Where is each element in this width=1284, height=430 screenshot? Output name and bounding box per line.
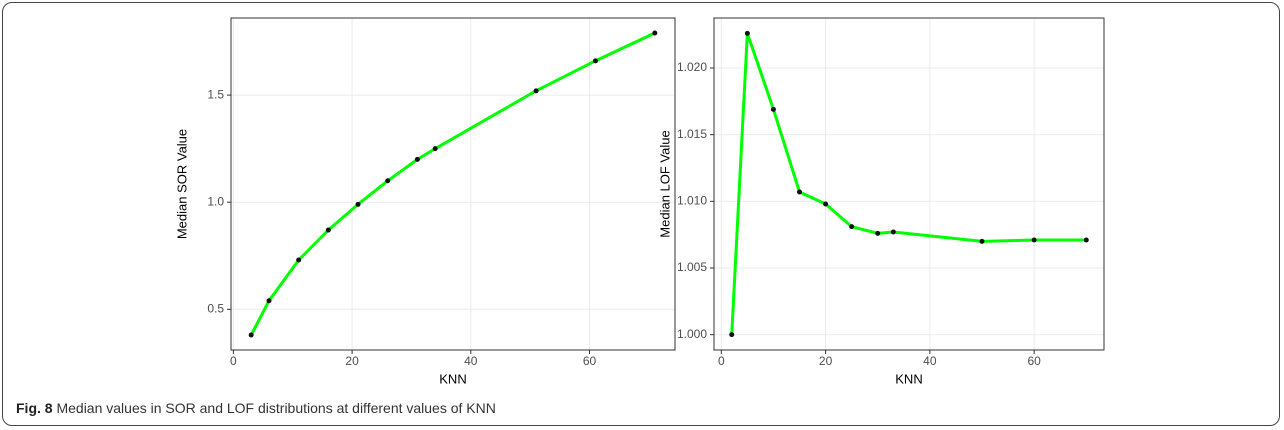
y-tick-label: 1.005 xyxy=(677,260,707,274)
y-tick-label: 1.010 xyxy=(677,194,707,208)
data-point xyxy=(432,146,438,152)
x-tick-label: 40 xyxy=(923,354,937,368)
data-point xyxy=(849,224,855,230)
data-point xyxy=(744,30,750,36)
charts: 0 20 40 60 0.5 1.0 1.5 KNN Median SOR Value 0 20 40… xyxy=(174,17,1105,386)
data-point xyxy=(248,332,254,338)
data-point xyxy=(592,58,598,64)
plot-background xyxy=(231,18,675,350)
x-tick-label: 60 xyxy=(583,354,597,368)
caption-label: Fig. 8 xyxy=(16,400,53,416)
x-axis-title: KNN xyxy=(439,371,466,386)
data-point xyxy=(296,257,302,263)
y-axis-title: Median LOF Value xyxy=(657,130,672,237)
x-tick-label: 20 xyxy=(345,354,359,368)
y-tick-label: 1.015 xyxy=(677,127,707,141)
y-tick-label: 1.000 xyxy=(677,327,707,341)
data-point xyxy=(652,30,658,36)
data-point xyxy=(1083,237,1089,243)
data-point xyxy=(770,106,776,112)
data-point xyxy=(823,201,829,207)
y-tick-label: 1.020 xyxy=(677,60,707,74)
data-point xyxy=(325,227,331,233)
plot-background xyxy=(714,18,1104,350)
x-axis-title: KNN xyxy=(895,371,922,386)
data-point xyxy=(266,298,272,304)
caption: Fig. 8 Median values in SOR and LOF dist… xyxy=(16,400,496,416)
data-point xyxy=(797,189,803,195)
data-point xyxy=(533,88,539,94)
data-point xyxy=(355,201,361,207)
x-tick-label: 0 xyxy=(718,354,725,368)
data-point xyxy=(875,230,881,236)
data-point xyxy=(890,229,896,235)
y-axis-title: Median SOR Value xyxy=(174,129,189,239)
data-point xyxy=(385,178,391,184)
plot-border xyxy=(230,17,676,351)
data-point xyxy=(729,332,735,338)
y-tick-label: 1.0 xyxy=(207,194,224,208)
y-tick-label: 1.5 xyxy=(207,87,224,101)
x-tick-label: 40 xyxy=(464,354,478,368)
x-tick-label: 60 xyxy=(1027,354,1041,368)
data-point xyxy=(1031,237,1037,243)
plot-border xyxy=(713,17,1105,351)
data-point xyxy=(414,156,420,162)
data-point xyxy=(979,238,985,244)
y-tick-label: 0.5 xyxy=(207,301,224,315)
x-tick-label: 20 xyxy=(819,354,833,368)
x-tick-label: 0 xyxy=(230,354,237,368)
caption-text: Median values in SOR and LOF distributio… xyxy=(56,400,496,416)
